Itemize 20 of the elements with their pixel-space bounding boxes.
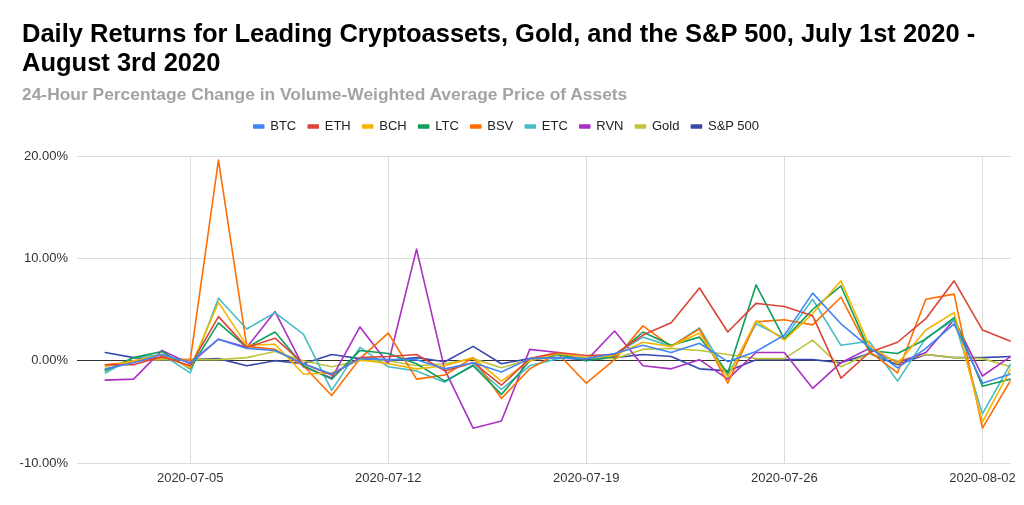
y-tick-label: 20.00%	[23, 147, 69, 163]
chart-title: Daily Returns for Leading Cryptoassets, Gold, and the S&P 500, July 1st 2020 - August 3rd 2020	[22, 19, 977, 77]
y-tick-label: -10.00%	[19, 454, 69, 470]
legend-label: ETC	[541, 118, 568, 134]
legend-label: LTC	[435, 118, 459, 134]
legend-label: BCH	[379, 118, 407, 134]
y-tick-label: 0.00%	[31, 352, 69, 368]
x-tick-label: 2020-07-19	[553, 470, 620, 486]
legend-label: BSV	[487, 118, 514, 134]
chart-subtitle: 24-Hour Percentage Change in Volume-Weighted Average Price of Assets	[22, 84, 628, 105]
x-tick-label: 2020-07-26	[751, 470, 818, 486]
x-tick-label: 2020-07-12	[354, 470, 422, 486]
legend-label: ETH	[324, 118, 351, 134]
legend-label: RVN	[596, 118, 624, 134]
legend-label: Gold	[652, 118, 680, 134]
x-tick-label: 2020-08-02	[949, 470, 1016, 486]
y-tick-label: 10.00%	[23, 249, 69, 265]
legend-label: BTC	[270, 118, 297, 134]
x-tick-label: 2020-07-05	[156, 470, 224, 486]
legend-label: S&P 500	[707, 118, 760, 134]
